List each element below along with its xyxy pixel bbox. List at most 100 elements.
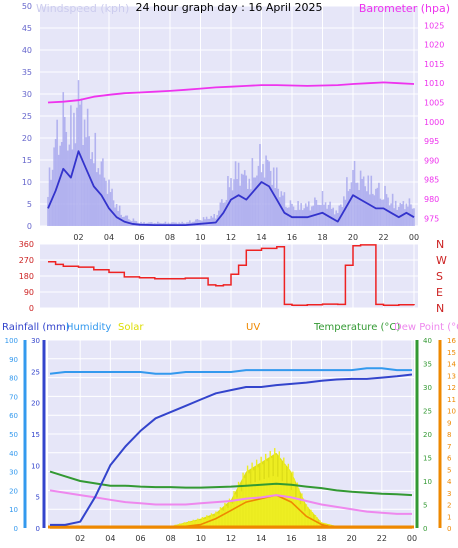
axis-tick-label: 10 bbox=[9, 506, 18, 514]
x-tick-label: 00 bbox=[407, 534, 417, 543]
axis-tick-label: 35 bbox=[423, 361, 432, 369]
axis-tick-label: 40 bbox=[9, 450, 18, 458]
axis-tick-label: 5 bbox=[36, 494, 40, 502]
windspeed-tick-label: 30 bbox=[22, 90, 32, 99]
x-tick-label: 04 bbox=[105, 534, 115, 543]
direction-gridlines bbox=[40, 243, 418, 309]
barometer-tick-label: 1000 bbox=[424, 118, 444, 127]
x-tick-label: 10 bbox=[196, 534, 206, 543]
barometer-tick-label: 990 bbox=[424, 156, 439, 165]
bottom-x-ticks: 02 04 06 08 10 12 14 16 18 20 22 00 bbox=[75, 534, 417, 543]
legend-item: Solar bbox=[118, 322, 144, 333]
axis-tick-label: 2 bbox=[447, 502, 451, 510]
axis-tick-label: 9 bbox=[447, 419, 451, 427]
compass-tick-label: S bbox=[436, 270, 443, 283]
axis-tick-label: 13 bbox=[447, 372, 456, 380]
top-x-ticks: 02 04 06 08 10 12 14 16 18 20 22 00 bbox=[73, 233, 419, 242]
humidity-line bbox=[49, 367, 412, 375]
windspeed-tick-label: 15 bbox=[22, 156, 32, 165]
windspeed-line bbox=[47, 150, 415, 227]
dew-point-line bbox=[49, 489, 412, 515]
barometer-ticks: 975 980 985 990 995 1000 1005 1010 1015 1020 1025 bbox=[424, 21, 444, 223]
x-tick-label: 12 bbox=[226, 233, 236, 242]
axis-tick-label: 15 bbox=[447, 349, 456, 357]
axis-tick-label: 30 bbox=[31, 337, 40, 345]
x-tick-label: 22 bbox=[378, 233, 388, 242]
axis-tick-label: 3 bbox=[447, 490, 451, 498]
axis-tick-label: 30 bbox=[9, 469, 18, 477]
legend-item: Humidity bbox=[66, 322, 111, 333]
barometer-tick-label: 985 bbox=[424, 176, 439, 185]
x-tick-label: 14 bbox=[256, 233, 266, 242]
barometer-tick-label: 1005 bbox=[424, 98, 444, 107]
windspeed-tick-label: 0 bbox=[27, 222, 32, 231]
windspeed-tick-label: 25 bbox=[22, 112, 32, 121]
x-tick-label: 10 bbox=[195, 233, 205, 242]
barometer-tick-label: 995 bbox=[424, 137, 439, 146]
windspeed-tick-label: 45 bbox=[22, 24, 32, 33]
x-tick-label: 20 bbox=[348, 233, 358, 242]
x-tick-label: 02 bbox=[73, 233, 83, 242]
direction-degree-tick: 360 bbox=[19, 240, 34, 249]
windspeed-ticks: 0 5 10 15 20 25 30 35 40 45 50 bbox=[22, 2, 32, 231]
compass-tick-label: N bbox=[436, 302, 444, 315]
x-tick-label: 16 bbox=[287, 233, 297, 242]
windspeed-axis-label: Windspeed (kph) bbox=[36, 2, 129, 15]
compass-tick-label: W bbox=[436, 254, 447, 267]
x-tick-label: 16 bbox=[286, 534, 296, 543]
axis-tick-label: 40 bbox=[423, 337, 432, 345]
barometer-axis-label: Barometer (hpa) bbox=[359, 2, 450, 15]
axis-tick-label: 70 bbox=[9, 393, 18, 401]
windspeed-tick-label: 35 bbox=[22, 68, 32, 77]
legend-item: Rainfall (mm) bbox=[2, 322, 70, 333]
x-tick-label: 02 bbox=[75, 534, 85, 543]
direction-degree-tick: 0 bbox=[29, 304, 34, 313]
axis-tick-label: 25 bbox=[31, 368, 40, 376]
direction-line-group bbox=[48, 244, 415, 307]
x-tick-label: 06 bbox=[134, 233, 144, 242]
axis-tick-label: 6 bbox=[447, 455, 452, 463]
compass-tick-label: E bbox=[436, 286, 443, 299]
barometer-tick-label: 980 bbox=[424, 195, 439, 204]
x-tick-label: 00 bbox=[409, 233, 419, 242]
axis-tick-label: 15 bbox=[31, 431, 40, 439]
barometer-tick-label: 1025 bbox=[424, 21, 444, 30]
windspeed-tick-label: 40 bbox=[22, 46, 32, 55]
direction-degree-tick: 90 bbox=[24, 288, 34, 297]
axis-tick-label: 0 bbox=[14, 525, 18, 533]
barometer-tick-label: 1010 bbox=[424, 79, 444, 88]
axis-tick-label: 60 bbox=[9, 412, 18, 420]
axis-tick-label: 20 bbox=[9, 487, 18, 495]
axis-tick-label: 11 bbox=[447, 396, 456, 404]
x-tick-label: 14 bbox=[256, 534, 266, 543]
multi-axis-ticks: 0102030405060708090100051015202530051015… bbox=[5, 337, 457, 533]
axis-tick-label: 20 bbox=[31, 400, 40, 408]
axis-tick-label: 14 bbox=[447, 361, 456, 369]
axis-tick-label: 20 bbox=[423, 431, 432, 439]
axis-tick-label: 4 bbox=[447, 478, 452, 486]
temperature-line bbox=[49, 470, 413, 497]
axis-tick-label: 80 bbox=[9, 375, 18, 383]
windspeed-tick-label: 10 bbox=[22, 178, 32, 187]
windspeed-tick-label: 20 bbox=[22, 134, 32, 143]
legend-item: UV bbox=[246, 322, 260, 333]
axis-tick-label: 5 bbox=[447, 466, 451, 474]
x-tick-label: 06 bbox=[135, 534, 145, 543]
barometer-line bbox=[47, 81, 415, 104]
axis-tick-label: 10 bbox=[447, 408, 456, 416]
x-tick-label: 18 bbox=[316, 534, 326, 543]
x-tick-label: 20 bbox=[347, 534, 357, 543]
legend-item: Dew Point (°C) bbox=[394, 322, 458, 333]
chart-title: 24 hour graph day : 16 April 2025 bbox=[136, 1, 323, 14]
x-tick-label: 08 bbox=[166, 534, 176, 543]
direction-line bbox=[48, 244, 415, 307]
axis-tick-label: 10 bbox=[423, 478, 432, 486]
axis-tick-label: 5 bbox=[423, 502, 427, 510]
axis-tick-label: 10 bbox=[31, 462, 40, 470]
rainfall-line bbox=[50, 373, 413, 526]
x-tick-label: 04 bbox=[104, 233, 114, 242]
barometer-tick-label: 1015 bbox=[424, 60, 444, 69]
